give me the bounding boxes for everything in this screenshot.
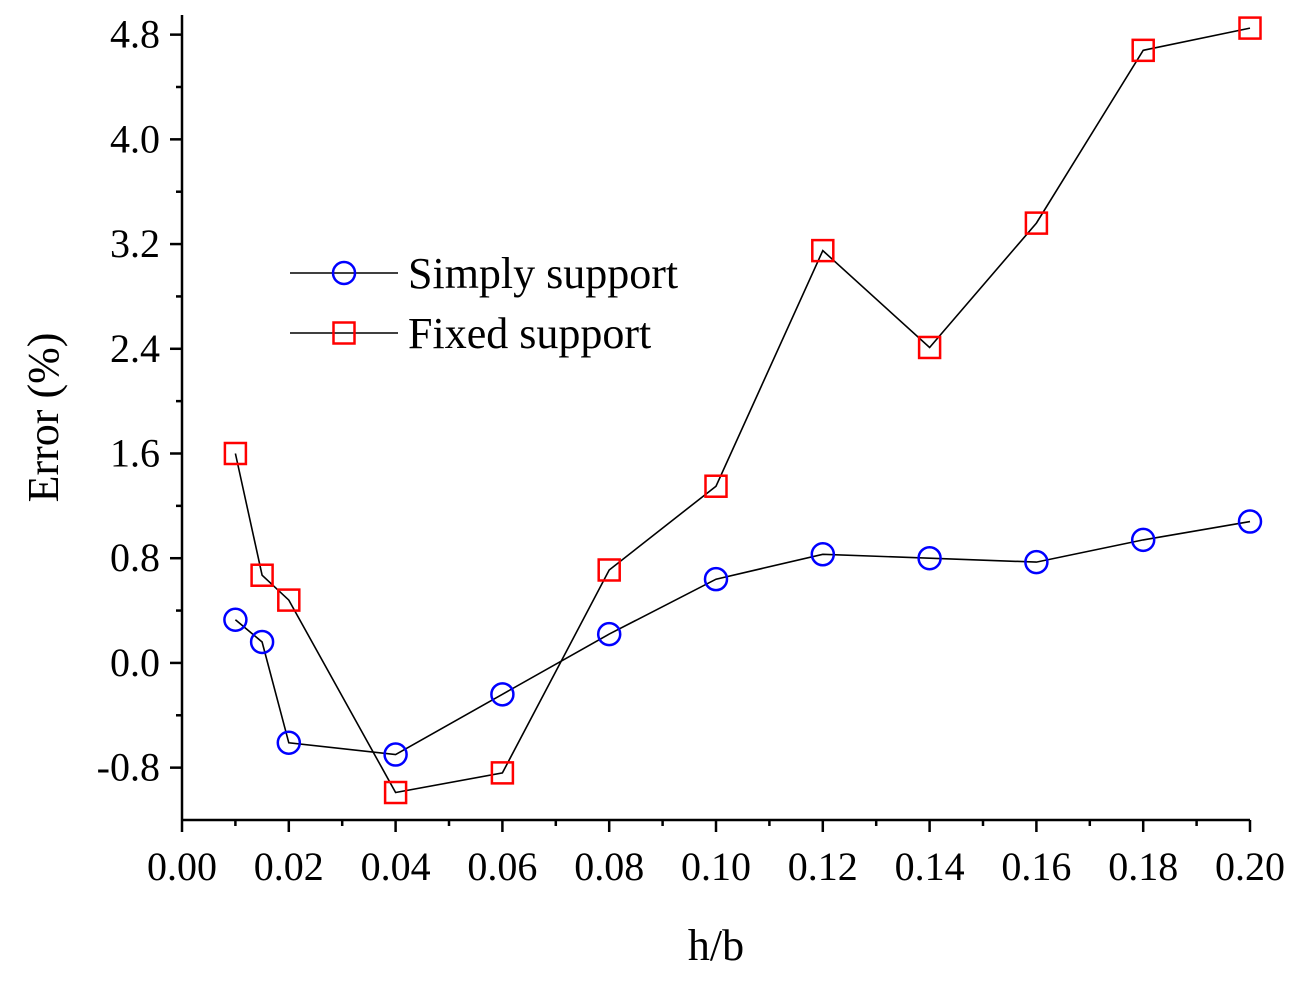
data-point — [917, 545, 942, 571]
legend-marker — [332, 321, 356, 345]
data-point — [277, 588, 301, 612]
y-tick-label: 0.0 — [110, 640, 160, 685]
y-tick-label: 4.8 — [110, 12, 160, 57]
series-layer — [223, 16, 1263, 805]
data-point — [223, 441, 248, 466]
legend-label: Simply support — [408, 249, 678, 298]
data-point — [223, 607, 248, 632]
data-point — [703, 566, 729, 592]
data-point — [1130, 527, 1156, 553]
data-point — [811, 238, 835, 263]
x-tick-label: 0.10 — [681, 844, 751, 889]
series-square — [223, 16, 1262, 805]
data-point — [596, 621, 622, 647]
data-point — [597, 558, 621, 582]
data-point — [249, 629, 275, 655]
series-line — [234, 27, 1251, 794]
x-tick-label: 0.12 — [788, 844, 858, 889]
data-point — [383, 780, 408, 805]
x-tick-label: 0.14 — [895, 844, 965, 889]
legend-item: Simply support — [290, 249, 678, 298]
y-tick-label: -0.8 — [97, 745, 160, 790]
data-point — [250, 563, 274, 587]
legend-label: Fixed support — [408, 309, 651, 358]
data-point — [1024, 549, 1049, 575]
data-point — [810, 542, 836, 567]
y-tick-label: 1.6 — [110, 430, 160, 475]
x-tick-label: 0.04 — [361, 844, 431, 889]
y-tick-label: 4.0 — [110, 116, 160, 161]
data-point — [490, 682, 515, 707]
data-point — [383, 742, 408, 767]
x-tick-label: 0.00 — [147, 844, 217, 889]
x-tick-label: 0.20 — [1215, 844, 1285, 889]
y-tick-label: 0.8 — [110, 535, 160, 580]
x-axis-title: h/b — [688, 921, 744, 970]
x-tick-label: 0.18 — [1108, 844, 1178, 889]
legend-item: Fixed support — [290, 309, 651, 358]
data-point — [1238, 16, 1262, 40]
series-circle — [223, 509, 1263, 767]
x-tick-label: 0.06 — [467, 844, 537, 889]
data-point — [1131, 38, 1155, 63]
legend-marker — [331, 260, 357, 286]
series-line — [234, 520, 1251, 756]
x-tick-label: 0.16 — [1001, 844, 1071, 889]
data-point — [1024, 211, 1049, 235]
data-point — [704, 474, 728, 498]
data-point — [1237, 509, 1263, 534]
data-point — [276, 730, 302, 756]
y-axis-title: Error (%) — [19, 333, 68, 503]
y-tick-label: 3.2 — [110, 221, 160, 266]
data-point — [917, 335, 942, 360]
data-point — [490, 761, 515, 785]
x-tick-label: 0.02 — [254, 844, 324, 889]
legend: Simply support Fixed support — [290, 249, 678, 358]
axes: 0.00 0.02 0.04 0.06 0.08 0.10 0.12 0.14 0.16 0.18… — [19, 12, 1285, 970]
y-tick-label: 2.4 — [110, 326, 160, 371]
x-tick-label: 0.08 — [574, 844, 644, 889]
